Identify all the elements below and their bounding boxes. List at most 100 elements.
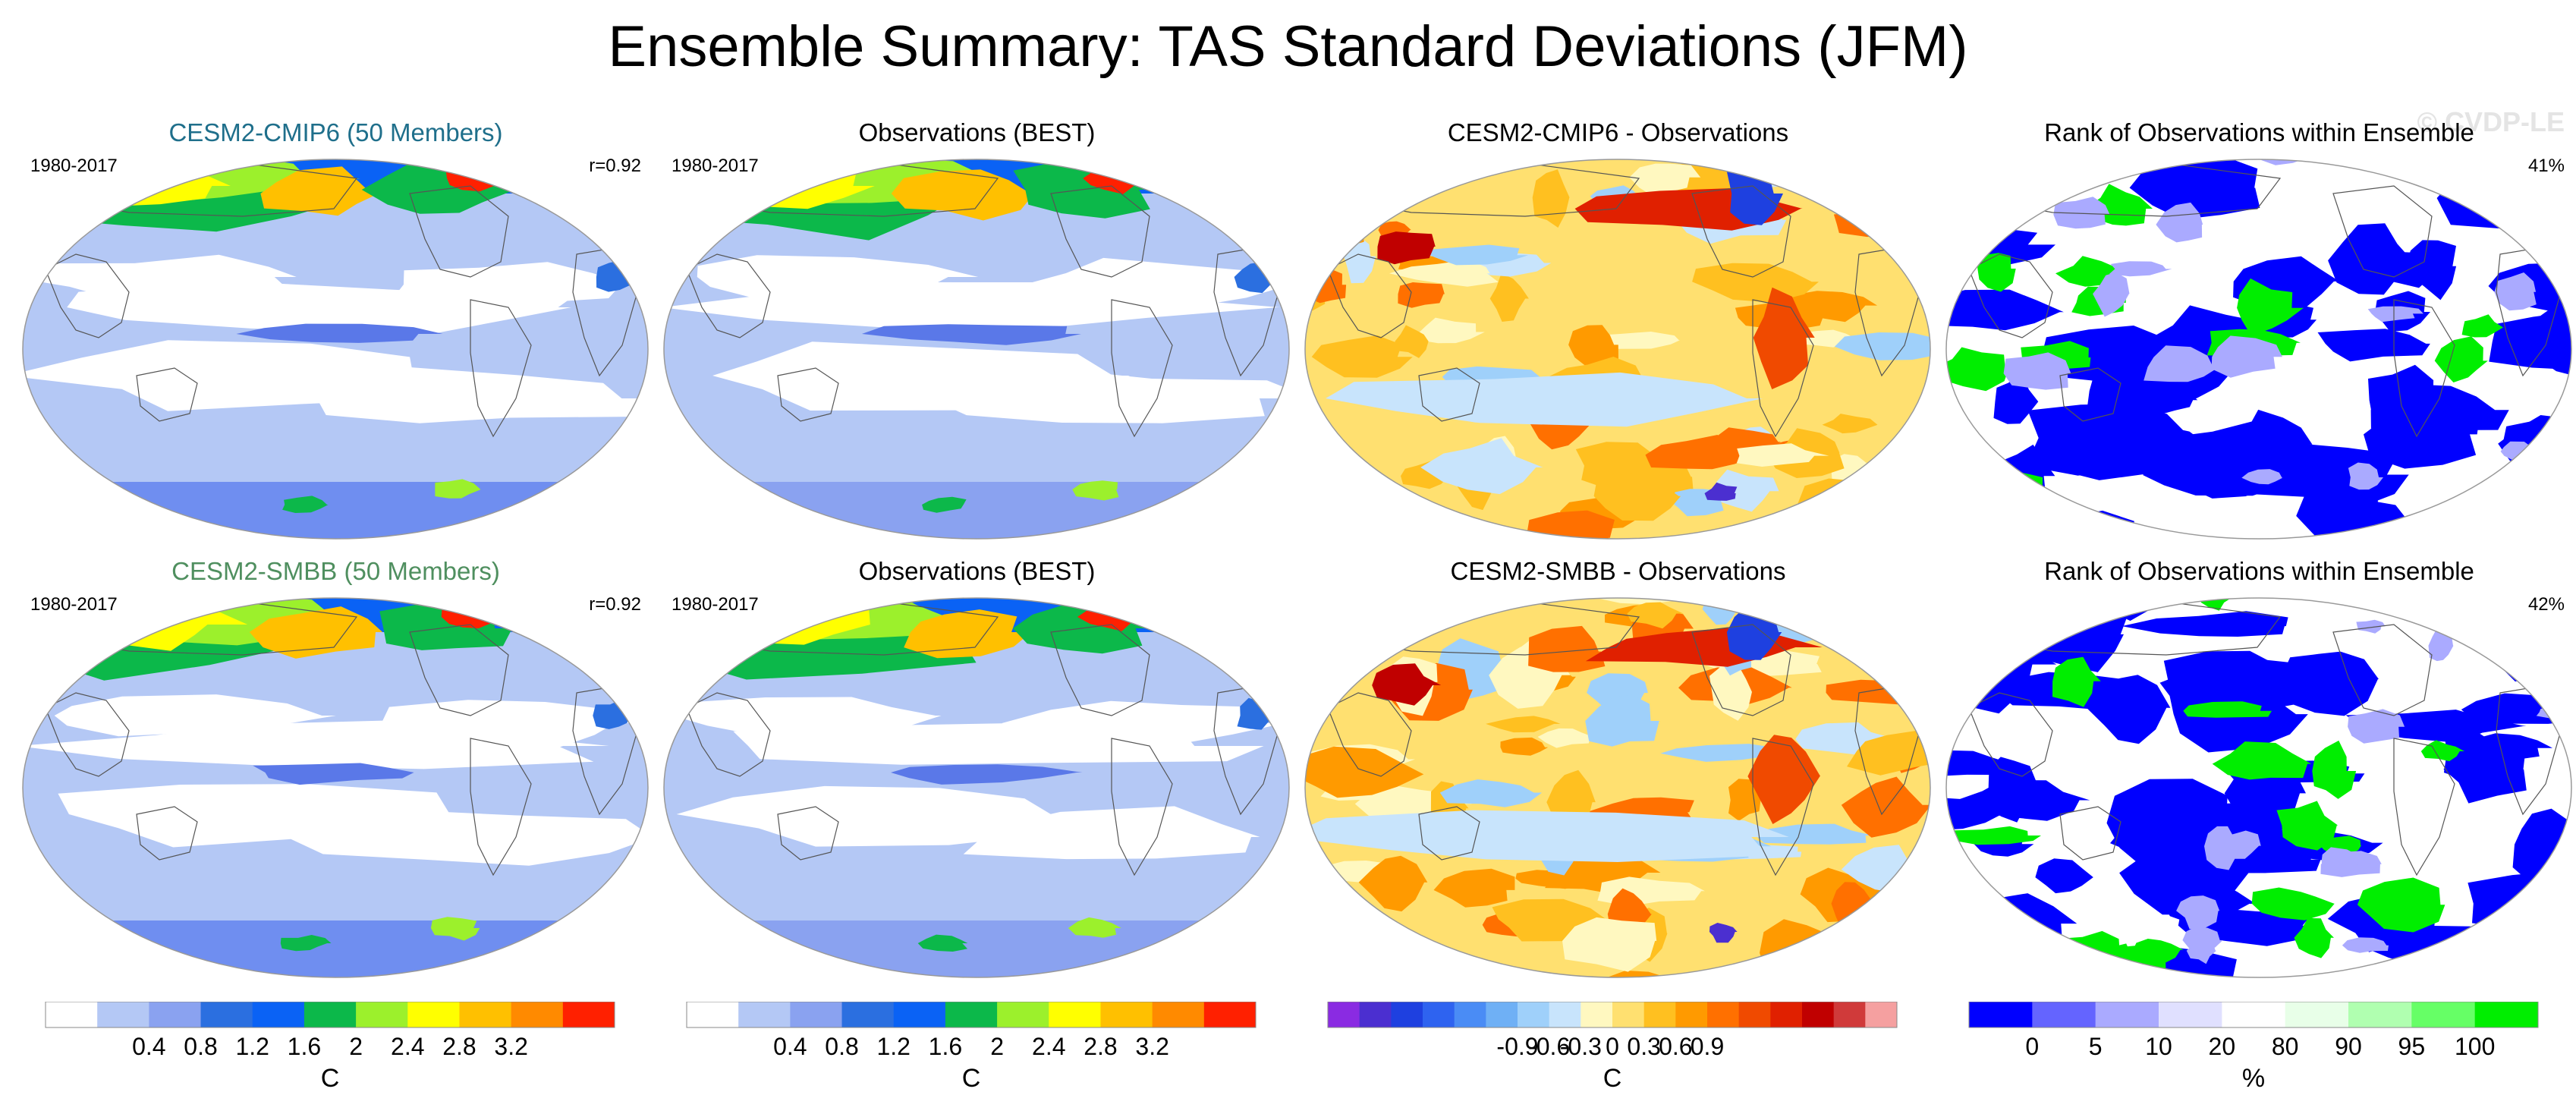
- colorbar-tick-label: 1.2: [876, 1033, 910, 1060]
- antarctic-hotspot: [917, 934, 968, 952]
- eurasia-peak: [70, 159, 143, 187]
- difference-patch: [1395, 325, 1429, 358]
- mid-rank-patch: [2241, 469, 2283, 485]
- world-map: [1304, 597, 1931, 978]
- coastline: [1691, 624, 1791, 716]
- difference-patch: [1755, 823, 1873, 845]
- colorbar-tick-label: 2: [349, 1033, 363, 1060]
- difference-patch: [1305, 965, 1363, 977]
- colorbar-tick-label: 3.2: [494, 1033, 527, 1060]
- low-variability-band: [1024, 257, 1289, 307]
- southern-ocean-band: [23, 482, 648, 539]
- coastline: [1691, 185, 1791, 278]
- colorbar-swatch: [1612, 1002, 1645, 1027]
- difference-patch: [1341, 511, 1429, 539]
- colorbar-swatch: [1203, 1002, 1257, 1027]
- std-colorbar-obs: 0.4 0.8 1.2 1.6 2 2.4 2.8 3.2 C: [683, 1002, 1260, 1093]
- mid-rank-patch: [2342, 937, 2389, 953]
- colorbar-unit: %: [2241, 1064, 2266, 1093]
- low-rank-patch: [2280, 651, 2379, 716]
- south-america-warm: [1747, 735, 1821, 824]
- south-america-warm: [1753, 287, 1815, 389]
- colorbar-swatch: [1865, 1002, 1898, 1027]
- difference-patch: [1433, 868, 1515, 908]
- difference-patch: [1401, 461, 1449, 489]
- world-map: [1945, 597, 2572, 978]
- map-panel: Rank of Observations within Ensemble 42%: [1939, 556, 2576, 989]
- antarctic-hotspot: [280, 935, 332, 952]
- map-boundary: [1304, 159, 1931, 540]
- antarctic-hotspot: [922, 496, 967, 513]
- high-rank-patch: [1977, 253, 2016, 292]
- colorbar-swatch: [2474, 1002, 2539, 1027]
- colorbar-swatch: [252, 1002, 305, 1027]
- europe-high: [576, 625, 643, 673]
- map-boundary: [22, 159, 649, 540]
- colorbar-swatch: [407, 1002, 460, 1027]
- low-rank-patch: [2122, 611, 2288, 637]
- mid-rank-patch: [2156, 202, 2203, 243]
- difference-patch: [1537, 728, 1593, 748]
- low-variability-band: [316, 367, 648, 423]
- low-rank-patch: [2035, 858, 2093, 894]
- difference-patch: [1627, 602, 1684, 629]
- colorbar-swatch: [1969, 1002, 2033, 1027]
- colorbar-swatch: [841, 1002, 895, 1027]
- low-rank-patch: [2470, 733, 2553, 760]
- mid-rank-patch: [2053, 197, 2110, 229]
- coastline: [777, 367, 839, 422]
- difference-patch: [1515, 870, 1597, 889]
- colorbar-swatch: [1423, 1002, 1455, 1027]
- difference-patch: [1500, 737, 1549, 756]
- colorbar-swatch: [2411, 1002, 2476, 1027]
- colorbar-swatch: [2348, 1002, 2412, 1027]
- difference-patch: [1305, 639, 1377, 669]
- colorbar-tick-label: -0.9: [1496, 1033, 1538, 1060]
- panel-title: Observations (BEST): [858, 557, 1096, 585]
- europe-high: [581, 181, 645, 233]
- eurasia-peak: [700, 598, 791, 622]
- mid-rank-patch: [2494, 272, 2537, 311]
- colorbar-frame: [1327, 1002, 1898, 1028]
- colorbar-swatch: [1049, 1002, 1101, 1027]
- eurasia-peak: [706, 159, 793, 185]
- high-rank-patch: [2251, 887, 2335, 920]
- difference-patch: [1629, 163, 1701, 197]
- low-variability-band: [286, 810, 648, 866]
- low-rank-patch: [2492, 159, 2571, 176]
- colorbar-unit: C: [961, 1064, 981, 1093]
- difference-patch: [1736, 443, 1829, 467]
- siberia-peak: [891, 169, 1034, 221]
- difference-patch: [1709, 664, 1753, 721]
- southern-ocean-band: [664, 482, 1289, 539]
- europe-high: [1212, 625, 1276, 669]
- high-rank-patch: [2442, 515, 2517, 539]
- siberia-peak: [260, 166, 379, 216]
- map-field: [664, 159, 1289, 539]
- map-field: [664, 598, 1289, 977]
- low-rank-patch: [2028, 159, 2135, 178]
- tropical-cool-band: [1326, 372, 1763, 427]
- difference-patch: [1489, 272, 1529, 322]
- stat-label: 42%: [2527, 594, 2565, 615]
- difference-patch: [1439, 779, 1543, 807]
- colorbar-tick-label: -0.6: [1528, 1033, 1570, 1060]
- low-variability-band: [672, 697, 942, 736]
- coastline: [777, 806, 839, 861]
- coastline: [2393, 738, 2455, 876]
- coastline: [2059, 367, 2122, 422]
- colorbar-swatch: [1770, 1002, 1803, 1027]
- colorbar-swatch: [790, 1002, 843, 1027]
- low-rank-patch: [1956, 779, 2090, 821]
- colorbar-swatch: [459, 1002, 512, 1027]
- map-boundary: [663, 159, 1290, 540]
- equatorial-strip: [253, 763, 414, 785]
- low-rank-patch: [2458, 598, 2568, 627]
- antarctic-cold: [1709, 923, 1738, 943]
- difference-patch: [1895, 462, 1930, 483]
- low-rank-patch: [2492, 496, 2569, 539]
- coastline: [409, 624, 509, 716]
- colorbar-tick-label: 100: [2455, 1033, 2495, 1060]
- colorbar-swatch: [2222, 1002, 2286, 1027]
- difference-patch: [1898, 165, 1930, 195]
